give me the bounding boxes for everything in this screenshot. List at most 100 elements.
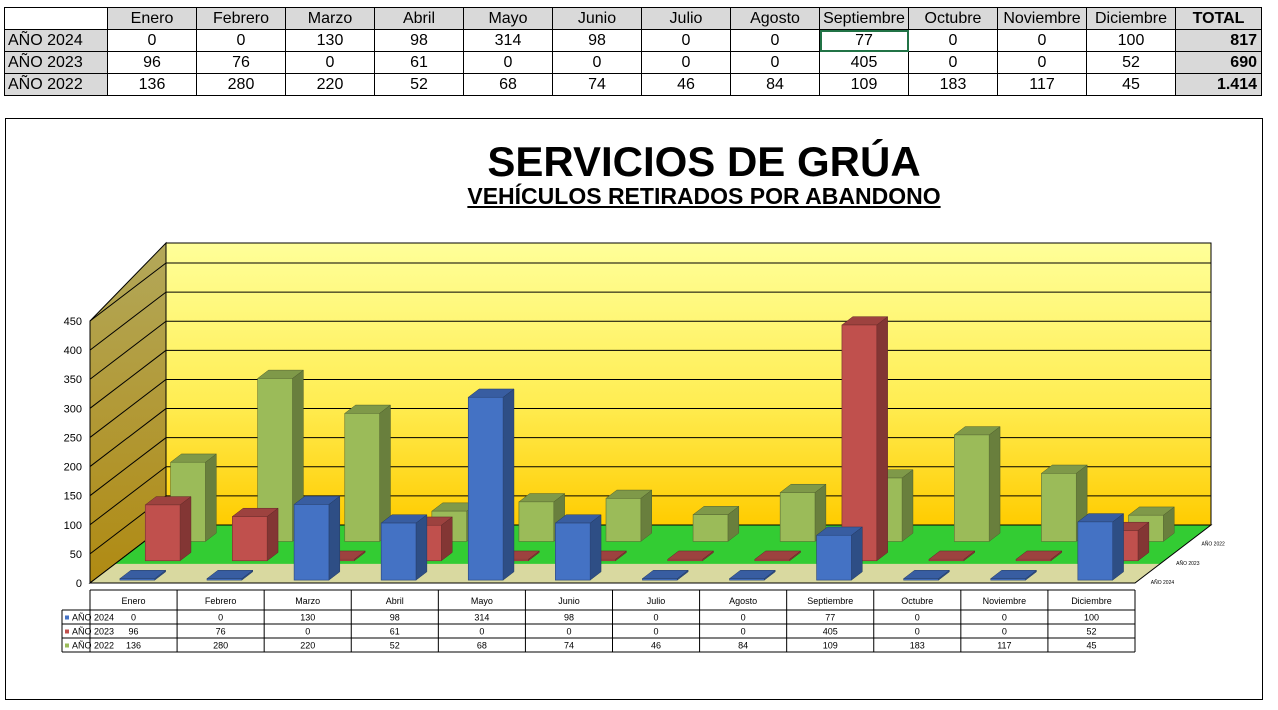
table-value-label: 0: [479, 627, 484, 637]
y-tick-label: 350: [64, 374, 82, 386]
table-value-label: 0: [741, 613, 746, 623]
table-value-label: 0: [566, 627, 571, 637]
series-depth-label: AÑO 2023: [1176, 560, 1200, 567]
sheet-row: AÑO 2024 0 0 130 98 314 98 0 0 77 0 0 100 817: [4, 29, 1262, 52]
sheet-cell[interactable]: 314: [463, 29, 553, 52]
sheet-month-header[interactable]: Diciembre: [1086, 7, 1176, 30]
table-value-label: 96: [129, 627, 139, 637]
table-value-label: 117: [997, 641, 1011, 651]
sheet-cell[interactable]: 0: [997, 29, 1087, 52]
sheet-cell[interactable]: 220: [285, 73, 375, 96]
sheet-cell[interactable]: 0: [997, 51, 1087, 74]
sheet-cell[interactable]: 405: [819, 51, 909, 74]
sheet-cell[interactable]: 0: [730, 29, 820, 52]
sheet-month-header[interactable]: Junio: [552, 7, 642, 30]
sheet-cell[interactable]: 0: [641, 51, 731, 74]
bar: [903, 578, 939, 581]
bar-side: [266, 507, 279, 562]
sheet-cell[interactable]: 109: [819, 73, 909, 96]
sheet-cell[interactable]: 68: [463, 73, 553, 96]
sheet-cell[interactable]: 0: [908, 51, 998, 74]
sheet-cell[interactable]: 98: [374, 29, 464, 52]
sheet-year-label[interactable]: AÑO 2023: [4, 51, 108, 74]
bar-side: [851, 526, 863, 581]
sheet-cell[interactable]: 0: [107, 29, 197, 52]
sheet-cell[interactable]: 76: [196, 51, 286, 74]
sheet-month-header[interactable]: Octubre: [908, 7, 998, 30]
sheet-year-label[interactable]: AÑO 2022: [4, 73, 108, 96]
table-series-label: AÑO 2022: [72, 641, 114, 651]
bar: [692, 514, 729, 542]
bar-side: [415, 514, 428, 581]
bar-side: [179, 496, 192, 562]
sheet-cell[interactable]: 0: [641, 29, 731, 52]
table-value-label: 52: [390, 641, 400, 651]
sheet-cell[interactable]: 52: [1086, 51, 1176, 74]
legend-key: [65, 615, 69, 620]
sheet-cell[interactable]: 117: [997, 73, 1087, 96]
y-tick-label: 50: [70, 549, 82, 561]
table-value-label: 405: [823, 627, 838, 637]
sheet-cell[interactable]: 130: [285, 29, 375, 52]
y-tick-label: 100: [64, 520, 82, 532]
bar-side: [640, 489, 652, 542]
sheet-cell[interactable]: 0: [196, 29, 286, 52]
side-gridline: [89, 262, 167, 322]
sheet-month-header[interactable]: Febrero: [196, 7, 286, 30]
sheet-cell[interactable]: 0: [908, 29, 998, 52]
sheet-cell[interactable]: 45: [1086, 73, 1176, 96]
sheet-cell[interactable]: 77: [819, 29, 909, 52]
table-category-label: Junio: [558, 596, 580, 606]
sheet-cell[interactable]: 0: [463, 51, 553, 74]
chart-area[interactable]: 0 50 100 150 200 250 300 350 400 450 AÑO 2022 AÑO 2…: [5, 118, 1263, 700]
sheet-cell[interactable]: 136: [107, 73, 197, 96]
sheet-total-cell[interactable]: 1.414: [1175, 73, 1262, 96]
sheet-cell[interactable]: 183: [908, 73, 998, 96]
table-value-label: 100: [1084, 613, 1099, 623]
sheet-cell[interactable]: 52: [374, 73, 464, 96]
sheet-month-header[interactable]: Enero: [107, 7, 197, 30]
bar: [1077, 521, 1113, 581]
sheet-cell[interactable]: 84: [730, 73, 820, 96]
sheet-total-cell[interactable]: 817: [1175, 29, 1262, 52]
sheet-month-header[interactable]: Agosto: [730, 7, 820, 30]
sheet-cell[interactable]: 100: [1086, 29, 1176, 52]
sheet-header-row: Enero Febrero Marzo Abril Mayo Junio Julio Agos…: [4, 7, 1262, 30]
sheet-month-header[interactable]: Noviembre: [997, 7, 1087, 30]
data-sheet-table: Enero Febrero Marzo Abril Mayo Junio Julio Agos…: [4, 7, 1262, 96]
side-gridline: [89, 320, 167, 380]
sheet-cell[interactable]: 61: [374, 51, 464, 74]
sheet-cell[interactable]: 0: [730, 51, 820, 74]
sheet-year-label[interactable]: AÑO 2024: [4, 29, 108, 52]
sheet-cell[interactable]: 0: [552, 51, 642, 74]
sheet-cell[interactable]: 98: [552, 29, 642, 52]
sheet-month-header[interactable]: Abril: [374, 7, 464, 30]
table-value-label: 220: [300, 641, 315, 651]
bar: [729, 578, 765, 581]
sheet-corner-cell[interactable]: [4, 7, 108, 30]
sheet-month-header[interactable]: Mayo: [463, 7, 553, 30]
sheet-cell[interactable]: 74: [552, 73, 642, 96]
table-value-label: 68: [477, 641, 487, 651]
table-value-label: 52: [1086, 627, 1096, 637]
sheet-cell[interactable]: 46: [641, 73, 731, 96]
sheet-cell[interactable]: 280: [196, 73, 286, 96]
sheet-month-header[interactable]: Marzo: [285, 7, 375, 30]
y-tick-label: 400: [64, 345, 82, 357]
sheet-month-header[interactable]: Septiembre: [819, 7, 909, 30]
side-gridline: [89, 408, 167, 467]
bar: [293, 504, 330, 581]
sheet-month-header[interactable]: Julio: [641, 7, 731, 30]
table-category-label: Septiembre: [807, 596, 853, 606]
bar: [642, 578, 678, 581]
sheet-total-cell[interactable]: 690: [1175, 51, 1262, 74]
table-value-label: 0: [915, 627, 920, 637]
table-category-label: Enero: [122, 596, 146, 606]
sheet-cell[interactable]: 0: [285, 51, 375, 74]
table-value-label: 46: [651, 641, 661, 651]
bar: [779, 492, 816, 542]
sheet-total-header[interactable]: TOTAL: [1175, 7, 1262, 30]
sheet-cell[interactable]: 96: [107, 51, 197, 74]
table-value-label: 0: [305, 627, 310, 637]
table-value-label: 84: [738, 641, 748, 651]
